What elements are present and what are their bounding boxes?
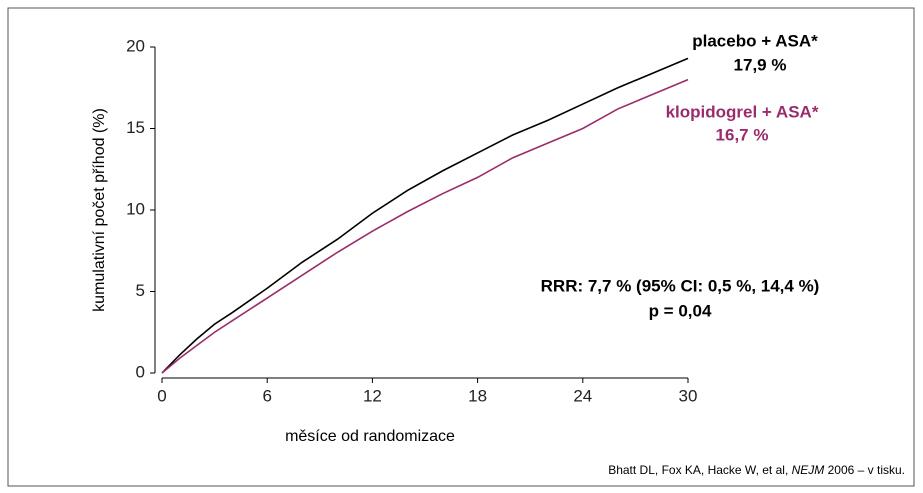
series-line — [161, 78, 689, 374]
legend-label: placebo + ASA* — [692, 31, 818, 50]
x-tick-label: 0 — [157, 386, 166, 405]
frame — [7, 7, 915, 487]
y-tick-label: 15 — [126, 118, 145, 137]
y-tick-label: 10 — [126, 199, 145, 218]
citation-journal: NEJM — [792, 463, 825, 477]
annotation: RRR: 7,7 % (95% CI: 0,5 %, 14,4 %) — [541, 276, 820, 295]
y-axis-label: kumulativní počet příhod (%) — [91, 108, 108, 312]
x-tick-label: 24 — [573, 386, 592, 405]
y-tick-label: 5 — [136, 281, 145, 300]
series-end-label: 16,7 % — [716, 125, 769, 144]
x-tick-label: 18 — [468, 386, 487, 405]
series-end-label: 17,9 % — [734, 55, 787, 74]
y-tick-label: 20 — [126, 36, 145, 55]
citation: Bhatt DL, Fox KA, Hacke W, et al, NEJM 2… — [608, 463, 905, 477]
x-tick-label: 12 — [363, 386, 382, 405]
y-tick-label: 0 — [136, 362, 145, 381]
annotation: p = 0,04 — [649, 301, 712, 320]
legend-label: klopidogrel + ASA* — [666, 102, 819, 121]
citation-text: 2006 – v tisku. — [824, 463, 905, 477]
x-tick-label: 6 — [262, 386, 271, 405]
x-tick-label: 30 — [679, 386, 698, 405]
x-axis-label: měsíce od randomizace — [285, 428, 455, 445]
series-line — [161, 57, 689, 374]
citation-text: Bhatt DL, Fox KA, Hacke W, et al, — [608, 463, 791, 477]
